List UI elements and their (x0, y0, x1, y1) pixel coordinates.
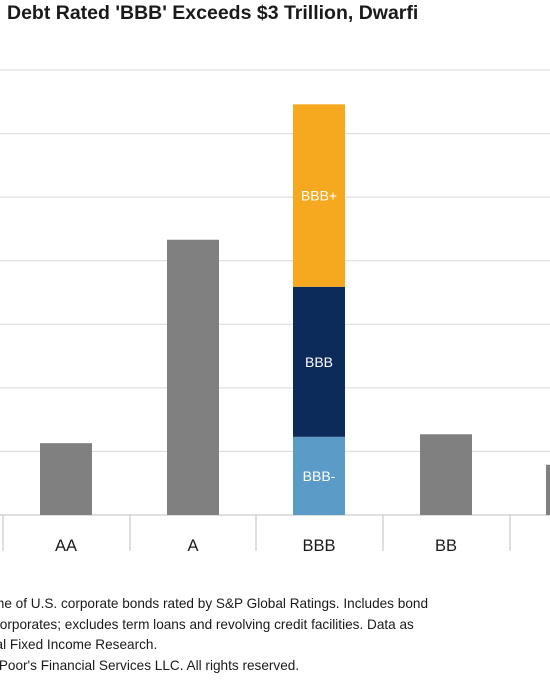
footnote-line-2: corporates; excludes term loans and revo… (0, 616, 414, 632)
bar-segment-bbb-minusplus (293, 104, 345, 287)
footnote-line-1: me of U.S. corporate bonds rated by S&P … (0, 596, 428, 611)
x-tick-label: BBB (302, 537, 335, 555)
chart-title: Debt Rated 'BBB' Exceeds $3 Trillion, Dw… (7, 2, 419, 24)
footnote-line-3: bal Fixed Income Research. (0, 637, 158, 652)
bar-segment-bbb (293, 286, 345, 437)
x-tick-label: AA (55, 537, 77, 555)
bar (420, 434, 472, 515)
x-tick-label: A (187, 537, 198, 555)
segment-label: BBB (305, 354, 333, 370)
footnotes: me of U.S. corporate bonds rated by S&P … (0, 594, 550, 676)
segment-label: BBB+ (301, 188, 337, 204)
segment-label: BBB- (303, 468, 336, 484)
bar (40, 443, 92, 515)
x-tick-label: BB (435, 537, 457, 555)
footnote-line-4: & Poor's Financial Services LLC. All rig… (0, 657, 300, 673)
bar-partial (546, 464, 550, 515)
bar-segment-bbb-minus (293, 436, 345, 515)
bar (167, 239, 219, 515)
